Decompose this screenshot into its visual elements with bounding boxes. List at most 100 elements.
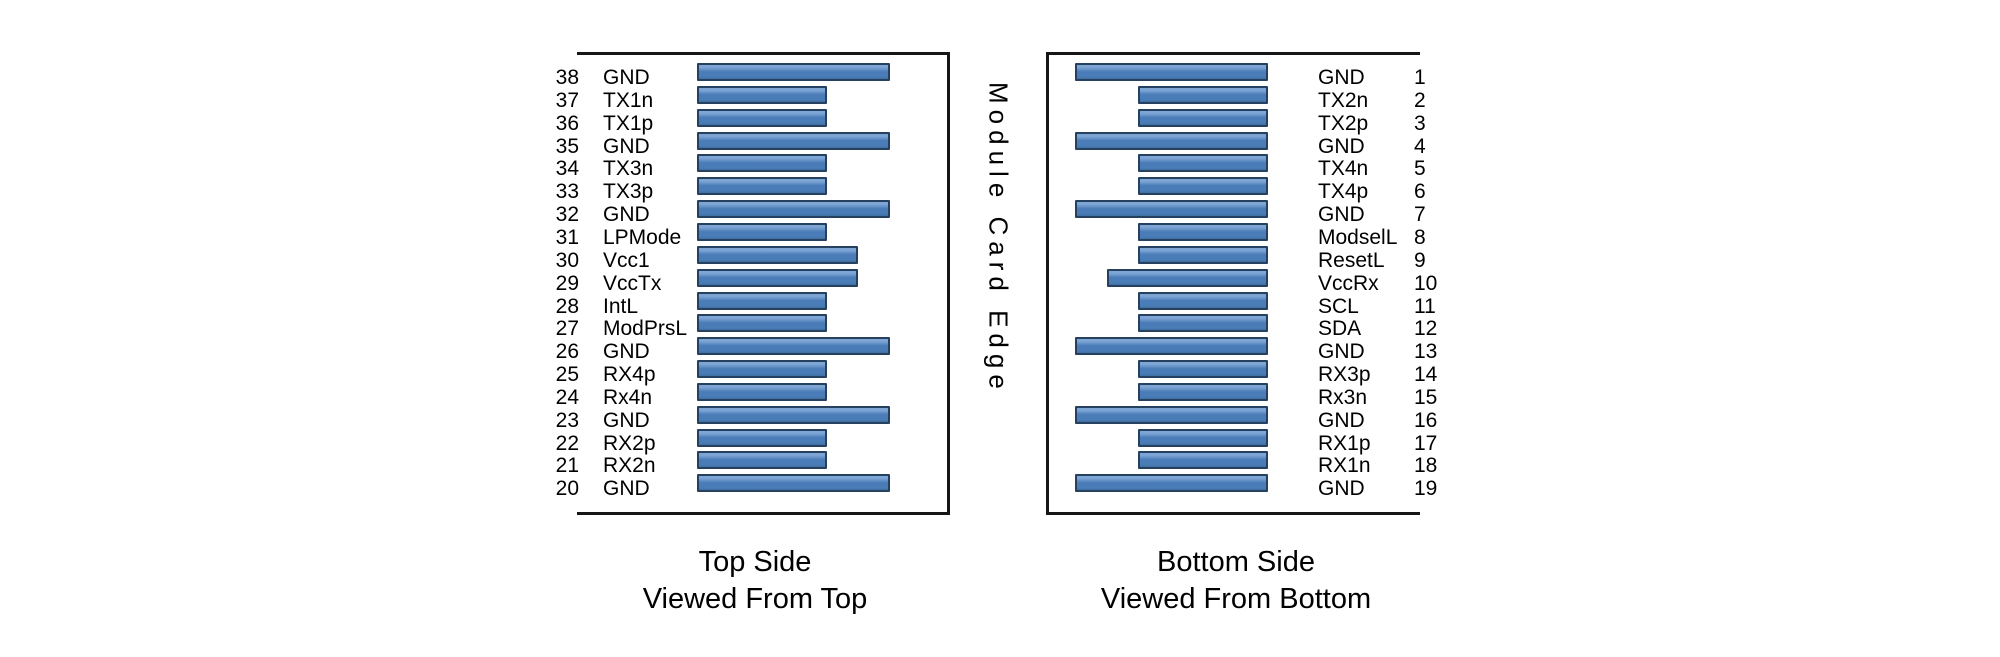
pin-name: TX1p: [603, 111, 654, 135]
pin-number: 8: [1414, 225, 1426, 249]
pin-24-pad: [697, 382, 827, 401]
pin-name: Vcc1: [603, 248, 650, 272]
pin-name: RX2p: [603, 431, 656, 455]
pin-name: RX4p: [603, 363, 656, 387]
pin-number: 24: [555, 385, 579, 409]
pin-number: 16: [1414, 408, 1438, 432]
pin-37-pad: [697, 85, 827, 104]
pin-name: TX1n: [603, 88, 654, 112]
pin-name: SDA: [1318, 317, 1362, 341]
pin-name: Rx4n: [603, 385, 653, 409]
pin-name: GND: [1318, 477, 1365, 501]
pin-number: 30: [555, 248, 579, 272]
pin-number: 14: [1414, 363, 1438, 387]
pin-number: 10: [1414, 271, 1438, 295]
pin-name: GND: [603, 477, 650, 501]
pin-30-pad: [697, 245, 858, 264]
pin-name: TX4n: [1318, 157, 1369, 181]
pin-name: TX3p: [603, 180, 654, 204]
pin-number: 20: [555, 477, 579, 501]
pin-26-pad: [697, 337, 890, 356]
pin-number: 17: [1414, 431, 1438, 455]
pin-number: 15: [1414, 385, 1438, 409]
pin-20-pad: [697, 474, 890, 493]
pin-name: VccRx: [1318, 271, 1379, 295]
pin-19-pad: [1075, 474, 1268, 493]
pin-name: RX2n: [603, 454, 656, 478]
pin-name: SCL: [1318, 294, 1359, 318]
pin-number: 37: [555, 88, 579, 112]
pin-name: Rx3n: [1318, 385, 1368, 409]
pin-1-pad: [1075, 63, 1268, 81]
pin-3-pad: [1138, 108, 1268, 127]
pin-32-pad: [697, 200, 890, 219]
pin-25-pad: [697, 360, 827, 379]
pin-number: 7: [1414, 203, 1426, 227]
pin-number: 3: [1414, 111, 1426, 135]
pin-name: TX3n: [603, 157, 654, 181]
pin-12-pad: [1138, 314, 1268, 333]
pin-23-pad: [697, 405, 890, 424]
pin-17-pad: [1138, 428, 1268, 447]
pin-name: GND: [1318, 408, 1365, 432]
pin-18-pad: [1138, 451, 1268, 470]
pin-2-pad: [1138, 85, 1268, 104]
pin-name: RX1n: [1318, 454, 1371, 478]
pin-34-pad: [697, 154, 827, 173]
pin-name: ModselL: [1318, 225, 1398, 249]
pin-number: 11: [1414, 294, 1436, 318]
pin-5-pad: [1138, 154, 1268, 173]
pin-name: ResetL: [1318, 248, 1385, 272]
pin-number: 27: [555, 317, 579, 341]
pin-number: 9: [1414, 248, 1426, 272]
caption-line-2: Viewed From Bottom: [1100, 583, 1372, 615]
pin-name: GND: [1318, 203, 1365, 227]
pin-name: LPMode: [603, 225, 682, 249]
pin-number: 19: [1414, 477, 1438, 501]
pin-22-pad: [697, 428, 827, 447]
pin-38-pad: [697, 63, 890, 81]
pin-8-pad: [1138, 222, 1268, 241]
pin-31-pad: [697, 222, 827, 241]
pin-name: GND: [603, 408, 650, 432]
pin-name: GND: [1318, 66, 1365, 89]
module-card-edge-text: Module Card Edge: [983, 81, 1014, 395]
pin-28-pad: [697, 291, 827, 310]
caption-line-1: Bottom Side: [1157, 546, 1315, 578]
pin-number: 33: [555, 180, 579, 204]
bottom-side-panel-outline: [1046, 52, 1420, 515]
pin-name: TX4p: [1318, 180, 1369, 204]
pin-number: 1: [1414, 66, 1426, 89]
pin-number: 6: [1414, 180, 1426, 204]
pin-number: 2: [1414, 88, 1426, 112]
pin-11-pad: [1138, 291, 1268, 310]
pin-14-pad: [1138, 360, 1268, 379]
caption-line-1: Top Side: [698, 546, 812, 578]
pin-number: 25: [555, 363, 579, 387]
pin-15-pad: [1138, 382, 1268, 401]
pin-number: 26: [555, 340, 579, 364]
pin-36-pad: [697, 108, 827, 127]
pin-name: TX2n: [1318, 88, 1369, 112]
pin-name: GND: [603, 134, 650, 158]
pin-6-pad: [1138, 177, 1268, 196]
pin-number: 29: [555, 271, 579, 295]
pin-number: 28: [555, 294, 579, 318]
pin-number: 35: [555, 134, 579, 158]
pin-number: 31: [555, 225, 579, 249]
pin-4-pad: [1075, 131, 1268, 150]
pin-name: GND: [1318, 134, 1365, 158]
pin-name: ModPrsL: [603, 317, 688, 341]
pin-number: 21: [555, 454, 579, 478]
pin-name: GND: [603, 66, 650, 89]
pin-number: 13: [1414, 340, 1438, 364]
pin-number: 38: [555, 66, 579, 89]
pin-number: 32: [555, 203, 579, 227]
pin-number: 34: [555, 157, 579, 181]
pin-name: RX1p: [1318, 431, 1371, 455]
pin-13-pad: [1075, 337, 1268, 356]
pin-name: IntL: [603, 294, 639, 318]
pin-name: RX3p: [1318, 363, 1371, 387]
bottom-side-caption: Bottom Side Viewed From Bottom: [1036, 544, 1436, 618]
pin-number: 36: [555, 111, 579, 135]
